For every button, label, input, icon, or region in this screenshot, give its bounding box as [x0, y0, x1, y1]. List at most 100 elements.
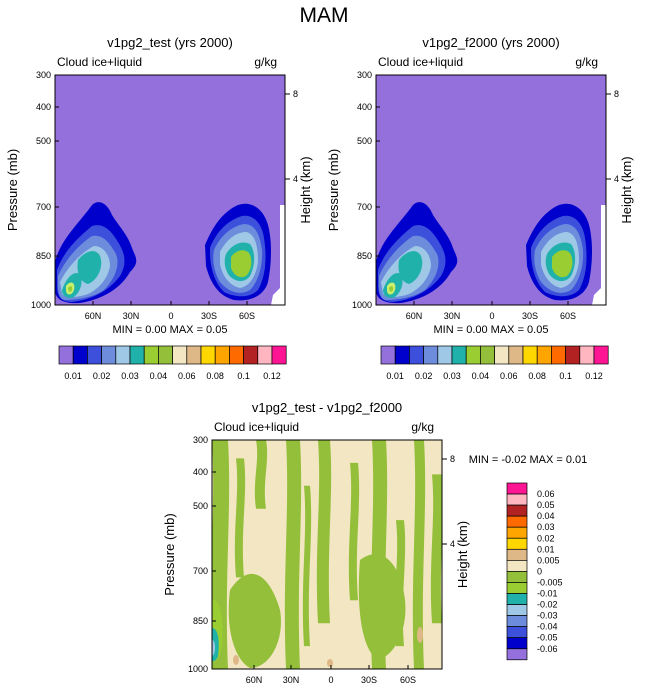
- variable-label: Cloud ice+liquid: [214, 420, 299, 434]
- colorbar-label: 0.02: [537, 533, 555, 543]
- variable-label: Cloud ice+liquid: [57, 55, 142, 69]
- colorbar-label: -0.04: [537, 622, 558, 632]
- colorbar-swatch: [72, 345, 88, 365]
- x-tick-label: 60N: [406, 311, 423, 321]
- y-axis-label: Pressure (mb): [162, 513, 177, 595]
- colorbar-label: 0.1: [237, 371, 250, 381]
- x-tick-label: 60S: [560, 311, 576, 321]
- contour-region: [417, 627, 423, 643]
- colorbar-swatch: [536, 345, 552, 365]
- missing-data-region: [601, 205, 606, 305]
- contour-region: [302, 485, 312, 647]
- y-tick-label: 850: [193, 616, 208, 626]
- plot-area: [376, 75, 606, 305]
- colorbar-swatch: [214, 345, 230, 365]
- colorbar-label: -0.05: [537, 633, 558, 643]
- x-tick-label: 60S: [239, 311, 255, 321]
- contour-region: [234, 458, 246, 578]
- colorbar-swatch: [506, 515, 528, 528]
- colorbar-label: -0.03: [537, 611, 558, 621]
- contour-region: [228, 573, 281, 668]
- colorbar-swatch: [257, 345, 273, 365]
- colorbar-swatch: [506, 493, 528, 506]
- colorbar-swatch: [506, 504, 528, 517]
- colorbar-swatch: [506, 537, 528, 550]
- colorbar-label: 0.04: [150, 371, 168, 381]
- colorbar-label: 0.01: [386, 371, 404, 381]
- colorbar-label: 0.06: [537, 489, 555, 499]
- units-label: g/kg: [411, 420, 434, 434]
- colorbar-label: 0.04: [472, 371, 490, 381]
- y-right-tick-label: 8: [614, 89, 619, 99]
- x-tick-label: 30N: [283, 675, 300, 685]
- colorbar-swatch: [394, 345, 410, 365]
- colorbar-label: 0.04: [537, 511, 555, 521]
- colorbar-label: 0.08: [206, 371, 224, 381]
- y-right-tick-label: 8: [450, 454, 455, 464]
- colorbar-swatch: [423, 345, 439, 365]
- contour-region: [552, 250, 573, 278]
- colorbar-swatch: [172, 345, 188, 365]
- colorbar-swatch: [506, 571, 528, 583]
- y-tick-label: 300: [36, 70, 51, 80]
- plot-area: [55, 75, 285, 305]
- colorbar-label: 0.03: [443, 371, 461, 381]
- contour-region: [398, 251, 423, 284]
- contour-region: [68, 286, 73, 292]
- plot-frame: [211, 439, 443, 670]
- colorbar-label: -0.01: [537, 589, 558, 599]
- contour-region: [77, 251, 102, 284]
- colorbar-label: 0.02: [93, 371, 111, 381]
- colorbar-swatch: [579, 345, 595, 365]
- y-right-axis-label: Height (km): [455, 521, 470, 588]
- contour-region: [348, 462, 360, 601]
- x-tick-label: 30S: [201, 311, 217, 321]
- colorbar-swatch: [522, 345, 538, 365]
- colorbar-swatch: [506, 604, 528, 616]
- colorbar-swatch: [593, 345, 609, 365]
- colorbar-swatch: [506, 648, 528, 661]
- colorbar-label: -0.06: [537, 644, 558, 654]
- stats-text: MIN = 0.00 MAX = 0.05: [113, 324, 228, 336]
- colorbar-swatch: [506, 482, 528, 495]
- contour-region: [327, 659, 333, 667]
- y-tick-label: 400: [193, 467, 208, 477]
- colorbar-label: 0.06: [500, 371, 518, 381]
- colorbar-label: 0.03: [121, 371, 139, 381]
- colorbar-swatch: [143, 345, 159, 365]
- panel-2: [375, 74, 611, 306]
- x-tick-label: 0: [328, 675, 333, 685]
- colorbar-swatch: [506, 593, 528, 605]
- colorbar-swatch: [158, 345, 173, 365]
- stats-text: MIN = 0.00 MAX = 0.05: [434, 324, 549, 336]
- y-right-tick-label: 4: [450, 539, 455, 549]
- x-tick-label: 60N: [246, 675, 263, 685]
- panel-3: [211, 439, 447, 670]
- y-tick-label: 700: [357, 202, 372, 212]
- y-right-axis-label: Height (km): [619, 156, 634, 223]
- colorbar-swatch: [506, 582, 528, 594]
- colorbar-swatch: [506, 548, 528, 561]
- y-right-tick-label: 8: [293, 89, 298, 99]
- colorbar-swatch: [506, 637, 528, 650]
- contour-region: [412, 440, 426, 669]
- x-tick-label: 60N: [85, 311, 102, 321]
- colorbar-label: 0.05: [537, 500, 555, 510]
- y-tick-label: 1000: [188, 664, 208, 674]
- chart-title: v1pg2_f2000 (yrs 2000): [422, 35, 559, 50]
- stats-text: MIN = -0.02 MAX = 0.01: [469, 454, 588, 466]
- chart-title: v1pg2_test - v1pg2_f2000: [252, 400, 402, 415]
- colorbar-swatch: [506, 559, 528, 572]
- colorbar-swatch: [380, 345, 396, 365]
- colorbar-swatch: [186, 345, 202, 365]
- colorbar-label: 0.01: [64, 371, 82, 381]
- colorbar-swatch: [129, 345, 145, 365]
- colorbar-swatch: [565, 345, 581, 365]
- colorbar-2: [380, 345, 609, 365]
- colorbar-swatch: [494, 345, 510, 365]
- contour-region: [212, 640, 216, 656]
- x-tick-label: 0: [489, 311, 494, 321]
- y-right-tick-label: 4: [614, 174, 619, 184]
